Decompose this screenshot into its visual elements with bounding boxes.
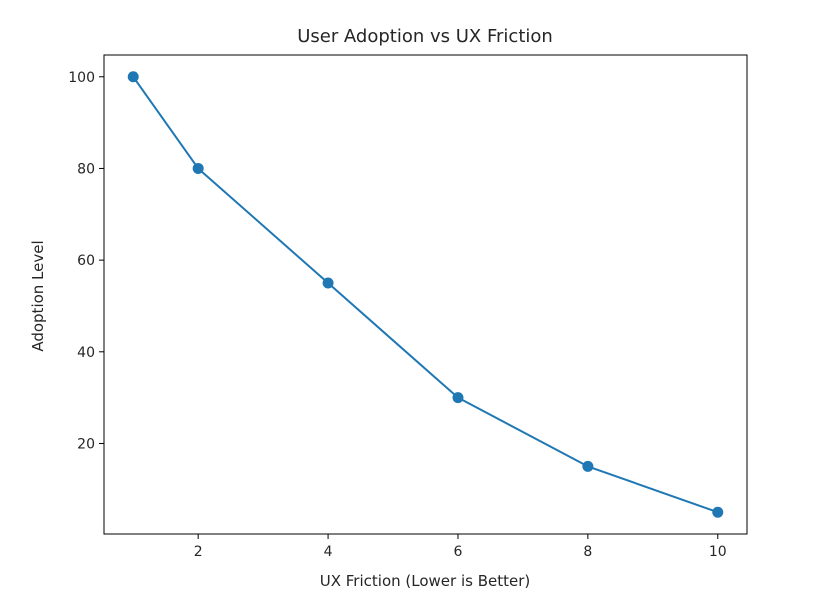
- data-point: [582, 460, 594, 472]
- y-tick-label: 100: [68, 70, 95, 86]
- y-axis-label: Adoption Level: [29, 240, 47, 351]
- x-axis-label: UX Friction (Lower is Better): [320, 572, 530, 590]
- x-tick-label: 6: [454, 544, 463, 560]
- x-tick-label: 8: [583, 544, 592, 560]
- plot-frame: [103, 54, 748, 535]
- x-tick-label: 10: [709, 544, 727, 560]
- y-tick-label: 40: [77, 345, 95, 361]
- data-point: [712, 506, 724, 518]
- data-point: [452, 392, 464, 404]
- plot-area: 2 4 6 8 10 20 40 60 80 100: [68, 54, 748, 560]
- data-point: [192, 162, 204, 174]
- x-tick-label: 4: [324, 544, 333, 560]
- x-tick-label: 2: [194, 544, 203, 560]
- chart-title: User Adoption vs UX Friction: [297, 26, 553, 47]
- data-point: [127, 71, 139, 83]
- y-tick-label: 60: [77, 253, 95, 269]
- y-tick-label: 80: [77, 161, 95, 177]
- y-tick-label: 20: [77, 436, 95, 452]
- series-line: [132, 76, 719, 514]
- data-point: [322, 277, 334, 289]
